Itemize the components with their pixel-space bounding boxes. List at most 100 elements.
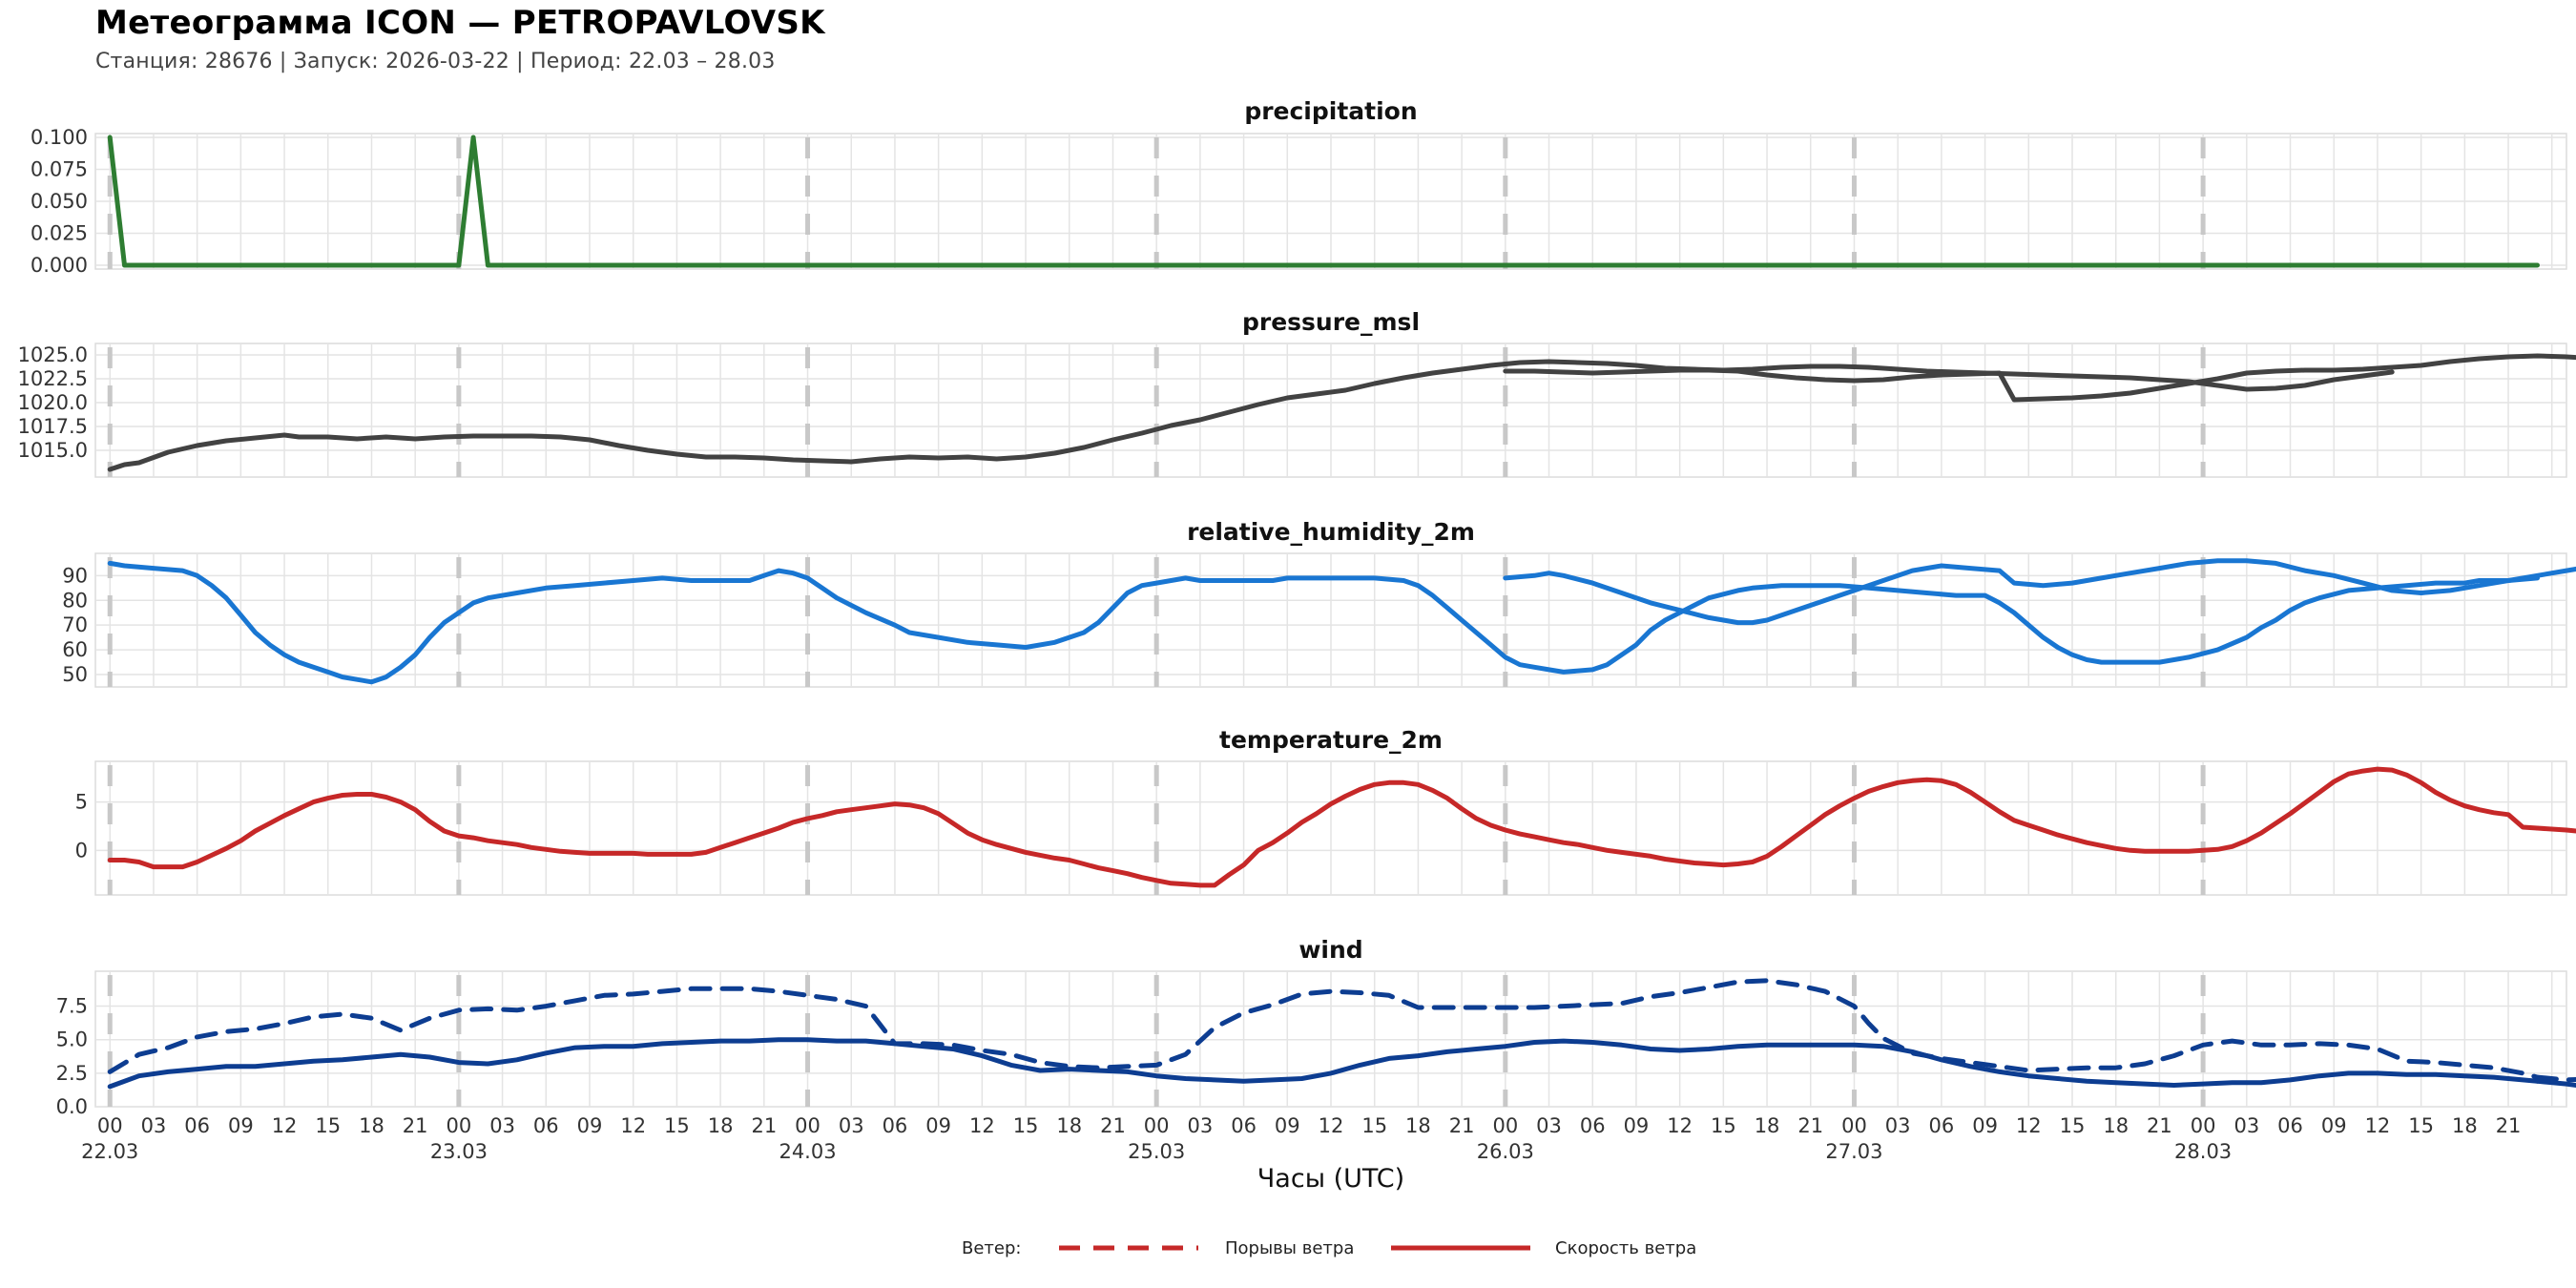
panel-temperature-2m: 0 5 temperature_2m	[75, 726, 2576, 896]
y-tick-label: 2.5	[56, 1062, 88, 1085]
y-tick-label: 1025.0	[18, 343, 88, 366]
x-tick-label: 18	[1755, 1114, 1780, 1137]
x-tick-label: 03	[1885, 1114, 1911, 1137]
y-tick-label: 80	[62, 589, 88, 612]
y-tick-label: 1022.5	[18, 367, 88, 390]
x-tick-label: 21	[1449, 1114, 1475, 1137]
legend-speed-label: Скорость ветра	[1555, 1238, 1696, 1258]
x-tick-label: 21	[403, 1114, 428, 1137]
panel-title: temperature_2m	[1219, 726, 1443, 754]
x-tick-label: 03	[2233, 1114, 2259, 1137]
y-tick-label: 0.000	[31, 254, 88, 277]
panel-title: pressure_msl	[1242, 308, 1420, 336]
x-tick-label: 00	[1841, 1114, 1867, 1137]
x-tick-label: 03	[1536, 1114, 1562, 1137]
y-tick-label: 60	[62, 638, 88, 661]
x-day-label: 22.03	[81, 1140, 138, 1163]
x-tick-label: 15	[2408, 1114, 2434, 1137]
chart-subtitle: Станция: 28676 | Запуск: 2026-03-22 | Пе…	[95, 50, 776, 73]
x-tick-label: 18	[1405, 1114, 1431, 1137]
x-day-label: 28.03	[2174, 1140, 2232, 1163]
x-tick-label: 21	[2496, 1114, 2522, 1137]
x-tick-label: 12	[1667, 1114, 1693, 1137]
x-tick-label: 12	[969, 1114, 995, 1137]
y-tick-label: 0.0	[56, 1095, 88, 1118]
panel-wind: 0.0 2.5 5.0 7.5 wind	[56, 936, 2576, 1118]
legend: Ветер: Порывы ветра Скорость ветра	[962, 1238, 1696, 1258]
x-tick-label: 09	[577, 1114, 603, 1137]
x-tick-label: 09	[228, 1114, 254, 1137]
x-tick-label: 21	[751, 1114, 777, 1137]
x-day-label: 27.03	[1825, 1140, 1882, 1163]
x-tick-label: 15	[1013, 1114, 1039, 1137]
legend-gust-label: Порывы ветра	[1225, 1238, 1354, 1258]
x-day-label: 26.03	[1477, 1140, 1534, 1163]
x-tick-label: 09	[1624, 1114, 1650, 1137]
x-tick-label: 12	[272, 1114, 298, 1137]
x-axis: 00 03 06 09 12 15 18 21 00 03 06 09 12 15 18 21 00 03 06 09…	[81, 1114, 2521, 1163]
x-tick-label: 03	[1188, 1114, 1214, 1137]
series-line-temperature_2m	[107, 766, 2540, 888]
x-tick-label: 09	[1275, 1114, 1300, 1137]
x-tick-label: 09	[2321, 1114, 2347, 1137]
series-line-precipitation	[107, 135, 2540, 268]
series-line-pressure_msl	[107, 359, 2395, 472]
y-tick-label: 0.025	[31, 221, 88, 244]
y-tick-label: 1015.0	[18, 439, 88, 462]
y-tick-label: 90	[62, 564, 88, 587]
x-day-label: 24.03	[779, 1140, 836, 1163]
x-tick-label: 00	[795, 1114, 821, 1137]
x-tick-label: 15	[1361, 1114, 1387, 1137]
x-tick-label: 09	[1972, 1114, 1998, 1137]
panel-title: precipitation	[1244, 97, 1417, 125]
x-tick-label: 15	[1711, 1114, 1736, 1137]
series-line-Скорость-ветра	[107, 1037, 2540, 1090]
x-tick-label: 06	[533, 1114, 559, 1137]
x-tick-label: 09	[925, 1114, 951, 1137]
x-tick-label: 21	[2147, 1114, 2172, 1137]
series-line-Порывы-ветра	[107, 978, 2540, 1080]
x-tick-label: 00	[1492, 1114, 1518, 1137]
x-tick-label: 18	[359, 1114, 384, 1137]
x-tick-label: 00	[447, 1114, 472, 1137]
panel-title: relative_humidity_2m	[1187, 518, 1475, 546]
x-tick-label: 03	[839, 1114, 864, 1137]
series-line-relative_humidity_2m	[107, 560, 2540, 685]
x-tick-label: 12	[2016, 1114, 2042, 1137]
x-tick-label: 21	[1100, 1114, 1126, 1137]
y-tick-label: 0.050	[31, 190, 88, 213]
x-tick-label: 15	[2060, 1114, 2086, 1137]
panel-title: wind	[1298, 936, 1362, 964]
y-tick-label: 0.075	[31, 158, 88, 181]
series-line-pressure_msl_2	[1503, 353, 2576, 403]
y-tick-label: 1017.5	[18, 415, 88, 438]
x-tick-label: 00	[97, 1114, 123, 1137]
y-tick-label: 1020.0	[18, 391, 88, 414]
x-tick-label: 06	[1580, 1114, 1606, 1137]
y-tick-label: 50	[62, 663, 88, 686]
x-tick-label: 12	[620, 1114, 646, 1137]
x-tick-label: 00	[2191, 1114, 2216, 1137]
x-tick-label: 18	[708, 1114, 734, 1137]
x-tick-label: 06	[184, 1114, 210, 1137]
x-axis-label: Часы (UTC)	[1257, 1164, 1404, 1194]
y-tick-label: 0	[75, 839, 88, 862]
y-tick-label: 70	[62, 613, 88, 636]
x-day-label: 23.03	[430, 1140, 488, 1163]
y-tick-label: 7.5	[56, 995, 88, 1018]
x-tick-label: 18	[1056, 1114, 1082, 1137]
legend-title: Ветер:	[962, 1238, 1021, 1258]
y-tick-label: 5.0	[56, 1028, 88, 1051]
chart-title: Метеограмма ICON — PETROPAVLOVSK	[95, 4, 825, 42]
x-tick-label: 06	[883, 1114, 908, 1137]
series-line-relative_humidity_2m_2	[1503, 558, 2576, 626]
x-tick-label: 12	[1319, 1114, 1344, 1137]
panel-precipitation: 0.000 0.025 0.050 0.075 0.100 precipitation	[31, 97, 2567, 277]
x-tick-label: 06	[2277, 1114, 2303, 1137]
x-tick-label: 21	[1797, 1114, 1823, 1137]
x-day-label: 25.03	[1128, 1140, 1185, 1163]
y-tick-label: 0.100	[31, 126, 88, 149]
